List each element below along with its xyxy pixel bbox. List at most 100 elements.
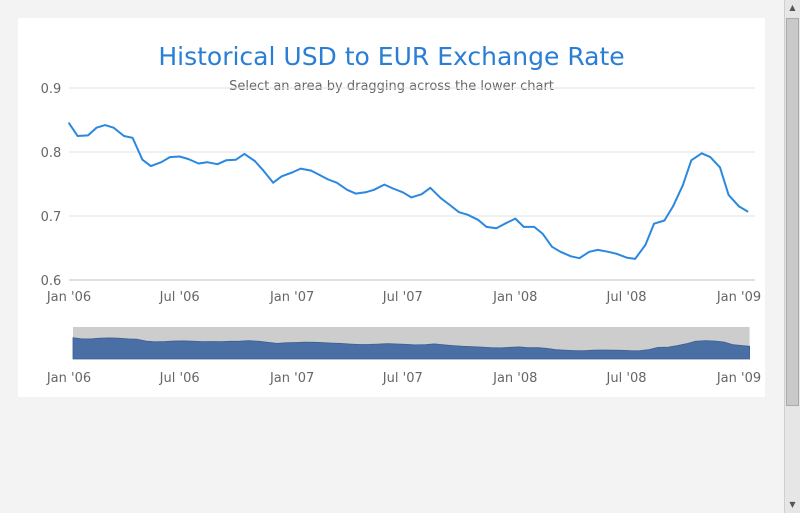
data-point <box>197 162 200 165</box>
data-point <box>429 186 432 189</box>
data-point <box>243 153 246 155</box>
data-point <box>439 197 442 199</box>
data-point <box>112 126 115 129</box>
data-point <box>578 257 581 260</box>
data-point <box>709 156 712 159</box>
data-point <box>448 203 451 206</box>
navigator-x-tick-label: Jan '08 <box>492 371 537 386</box>
data-point <box>335 181 338 184</box>
data-point <box>625 256 628 259</box>
navigator-x-tick-label: Jul '06 <box>159 371 200 386</box>
data-point <box>160 161 163 164</box>
data-point <box>522 225 525 228</box>
data-point <box>206 161 209 164</box>
data-point <box>364 191 367 194</box>
chart-card: Historical USD to EUR Exchange Rate Sele… <box>18 18 765 397</box>
data-point <box>533 225 536 228</box>
data-point <box>168 156 171 159</box>
data-point <box>104 124 106 127</box>
data-point <box>615 252 618 255</box>
data-point <box>318 174 321 176</box>
data-point <box>559 250 562 253</box>
data-point <box>644 243 647 246</box>
x-tick-label: Jul '08 <box>606 290 647 305</box>
scroll-down-icon[interactable]: ▼ <box>789 500 796 509</box>
data-point <box>588 250 591 253</box>
data-point <box>383 183 386 186</box>
data-point <box>272 181 275 184</box>
data-point <box>663 219 666 222</box>
data-point <box>541 233 544 235</box>
data-point <box>410 196 413 199</box>
data-point <box>76 135 79 137</box>
x-tick-label: Jan '07 <box>269 290 314 305</box>
data-point <box>514 217 517 220</box>
data-point <box>234 158 237 161</box>
y-tick-label: 0.6 <box>41 274 62 289</box>
data-point <box>503 222 506 225</box>
data-point <box>420 193 423 196</box>
navigator-area <box>72 337 751 360</box>
data-point <box>738 205 740 208</box>
data-point <box>131 137 134 139</box>
data-point <box>672 205 674 208</box>
data-point <box>280 175 283 178</box>
scrollbar-thumb[interactable] <box>786 18 799 406</box>
y-tick-label: 0.8 <box>41 146 62 161</box>
x-tick-label: Jul '07 <box>382 290 423 305</box>
data-point <box>225 159 228 162</box>
data-point <box>551 245 553 248</box>
x-tick-label: Jan '06 <box>46 290 91 305</box>
data-point <box>495 227 498 230</box>
navigator-x-tick-label: Jul '08 <box>606 371 647 386</box>
x-tick-label: Jul '06 <box>159 290 200 305</box>
navigator-x-tick-label: Jan '09 <box>716 371 761 386</box>
data-point <box>373 188 375 191</box>
chart-title: Historical USD to EUR Exchange Rate <box>158 42 625 71</box>
data-point <box>87 134 89 137</box>
data-point <box>216 163 219 166</box>
data-point <box>401 191 404 194</box>
data-point <box>123 135 125 137</box>
data-point <box>690 159 693 162</box>
navigator-x-tick-label: Jul '07 <box>382 371 423 386</box>
data-point <box>653 222 655 225</box>
data-point <box>634 257 636 260</box>
data-point <box>719 166 721 169</box>
data-point <box>746 210 749 213</box>
navigator-x-tick-label: Jan '07 <box>269 371 314 386</box>
data-point <box>291 171 294 174</box>
data-point <box>346 188 349 191</box>
data-point <box>485 225 488 228</box>
data-point <box>178 155 181 158</box>
data-point <box>458 211 460 214</box>
y-tick-label: 0.7 <box>41 210 62 225</box>
data-point <box>569 255 572 258</box>
vertical-scrollbar[interactable]: ▲ ▼ <box>784 0 800 513</box>
data-point <box>607 250 610 253</box>
navigator-x-tick-label: Jan '06 <box>46 371 91 386</box>
data-point <box>141 158 144 161</box>
data-point <box>681 184 684 187</box>
data-point <box>95 126 98 129</box>
x-tick-label: Jan '09 <box>716 290 761 305</box>
data-point <box>253 160 256 162</box>
chart-subtitle: Select an area by dragging across the lo… <box>229 79 554 94</box>
data-point <box>327 178 330 181</box>
scroll-up-icon[interactable]: ▲ <box>789 3 796 12</box>
data-point <box>392 187 394 190</box>
data-point <box>596 249 599 251</box>
data-point <box>187 158 190 160</box>
data-point <box>262 169 265 172</box>
data-point <box>700 152 703 155</box>
data-point <box>310 169 312 172</box>
data-point <box>354 192 357 195</box>
data-point <box>477 218 479 221</box>
data-point <box>299 167 302 170</box>
series-line <box>68 122 749 260</box>
data-point <box>150 165 152 167</box>
data-point <box>727 193 730 196</box>
data-point <box>68 122 70 125</box>
y-tick-label: 0.9 <box>41 82 62 97</box>
